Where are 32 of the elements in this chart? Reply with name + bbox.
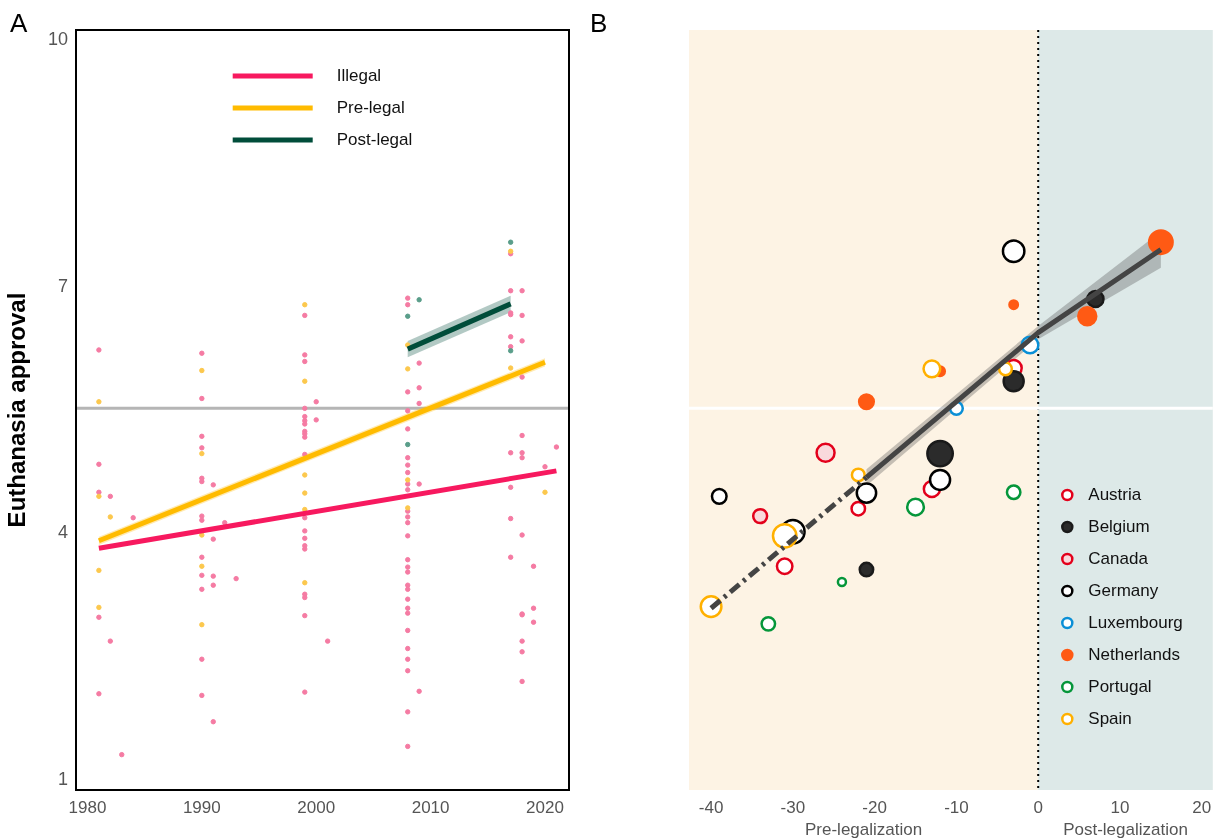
legend-label: Belgium [1088, 516, 1150, 536]
chart-title: A [10, 8, 28, 39]
y-tick-label: 4 [57, 522, 68, 543]
x-tick-label: -40 [698, 797, 724, 817]
legend-label: Spain [1088, 708, 1132, 728]
x-tick-label: 20 [1192, 797, 1212, 817]
legend-label: Post-legal [336, 129, 413, 149]
legend-label: Pre-legal [336, 97, 405, 117]
band-label: Pre-legalization [805, 820, 923, 839]
x-tick-label: 1980 [68, 797, 107, 817]
y-axis-title: Euthanasia approval [3, 292, 31, 528]
band-label: Post-legalization [1063, 820, 1188, 839]
y-tick-label: 10 [47, 28, 68, 49]
legend-label: Germany [1088, 580, 1159, 600]
legend-label: Austria [1088, 484, 1142, 504]
y-tick-label: 1 [57, 769, 68, 790]
legend-label: Luxembourg [1088, 612, 1183, 632]
x-tick-label: 2020 [526, 797, 564, 817]
legend-label: Portugal [1088, 676, 1152, 696]
x-tick-label: -10 [944, 797, 969, 817]
legend-label: Netherlands [1088, 644, 1180, 664]
x-tick-label: 2010 [411, 797, 450, 817]
x-tick-label: 2000 [297, 797, 336, 817]
y-tick-label: 7 [57, 275, 68, 296]
x-tick-label: 1990 [182, 797, 221, 817]
chart-title: B [590, 8, 608, 39]
x-tick-label: 10 [1110, 797, 1130, 817]
x-tick-label: -30 [780, 797, 806, 817]
legend-label: Canada [1088, 548, 1149, 568]
legend-label: Illegal [336, 65, 382, 85]
x-tick-label: -20 [862, 797, 887, 817]
x-tick-label: 0 [1033, 797, 1043, 817]
